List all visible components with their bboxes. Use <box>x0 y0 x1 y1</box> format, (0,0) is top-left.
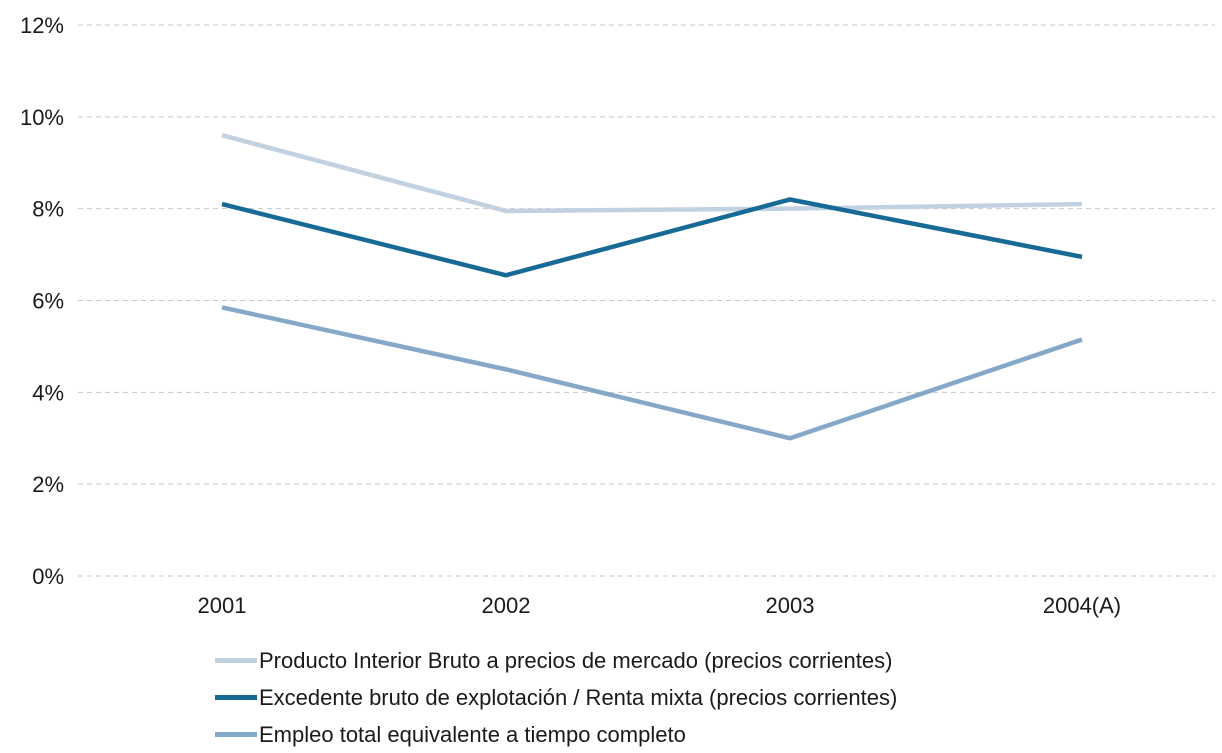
y-tick-label: 2% <box>32 472 64 497</box>
y-tick-label: 0% <box>32 564 64 589</box>
x-axis-ticks: 2001 2002 2003 2004(A) <box>198 593 1122 618</box>
x-tick-label: 2001 <box>198 593 247 618</box>
y-tick-label: 8% <box>32 197 64 222</box>
legend-label-excedente: Excedente bruto de explotación / Renta m… <box>259 684 898 710</box>
legend-item-excedente: Excedente bruto de explotación / Renta m… <box>215 679 897 716</box>
x-tick-label: 2003 <box>766 593 815 618</box>
legend-item-empleo: Empleo total equivalente a tiempo comple… <box>215 716 897 753</box>
y-axis-ticks: 0% 2% 4% 6% 8% 10% 12% <box>20 13 64 589</box>
x-tick-label: 2004(A) <box>1043 593 1121 618</box>
series-line-1 <box>221 197 1083 278</box>
y-tick-label: 10% <box>20 105 64 130</box>
y-tick-label: 12% <box>20 13 64 38</box>
legend-swatch-pib <box>215 658 257 663</box>
legend: Producto Interior Bruto a precios de mer… <box>215 642 897 753</box>
x-tick-label: 2002 <box>482 593 531 618</box>
y-tick-label: 6% <box>32 289 64 314</box>
series-lines <box>221 133 1083 441</box>
legend-label-pib: Producto Interior Bruto a precios de mer… <box>259 647 893 673</box>
series-line-2 <box>221 305 1083 441</box>
gridlines <box>78 24 1215 577</box>
legend-label-empleo: Empleo total equivalente a tiempo comple… <box>259 721 686 747</box>
legend-swatch-excedente <box>215 695 257 700</box>
legend-swatch-empleo <box>215 732 257 737</box>
y-tick-label: 4% <box>32 380 64 405</box>
line-chart: 0% 2% 4% 6% 8% 10% 12% 2001 2002 2003 2004(A) <box>20 13 1215 618</box>
legend-item-pib: Producto Interior Bruto a precios de mer… <box>215 642 897 679</box>
series-line-0 <box>221 133 1083 214</box>
